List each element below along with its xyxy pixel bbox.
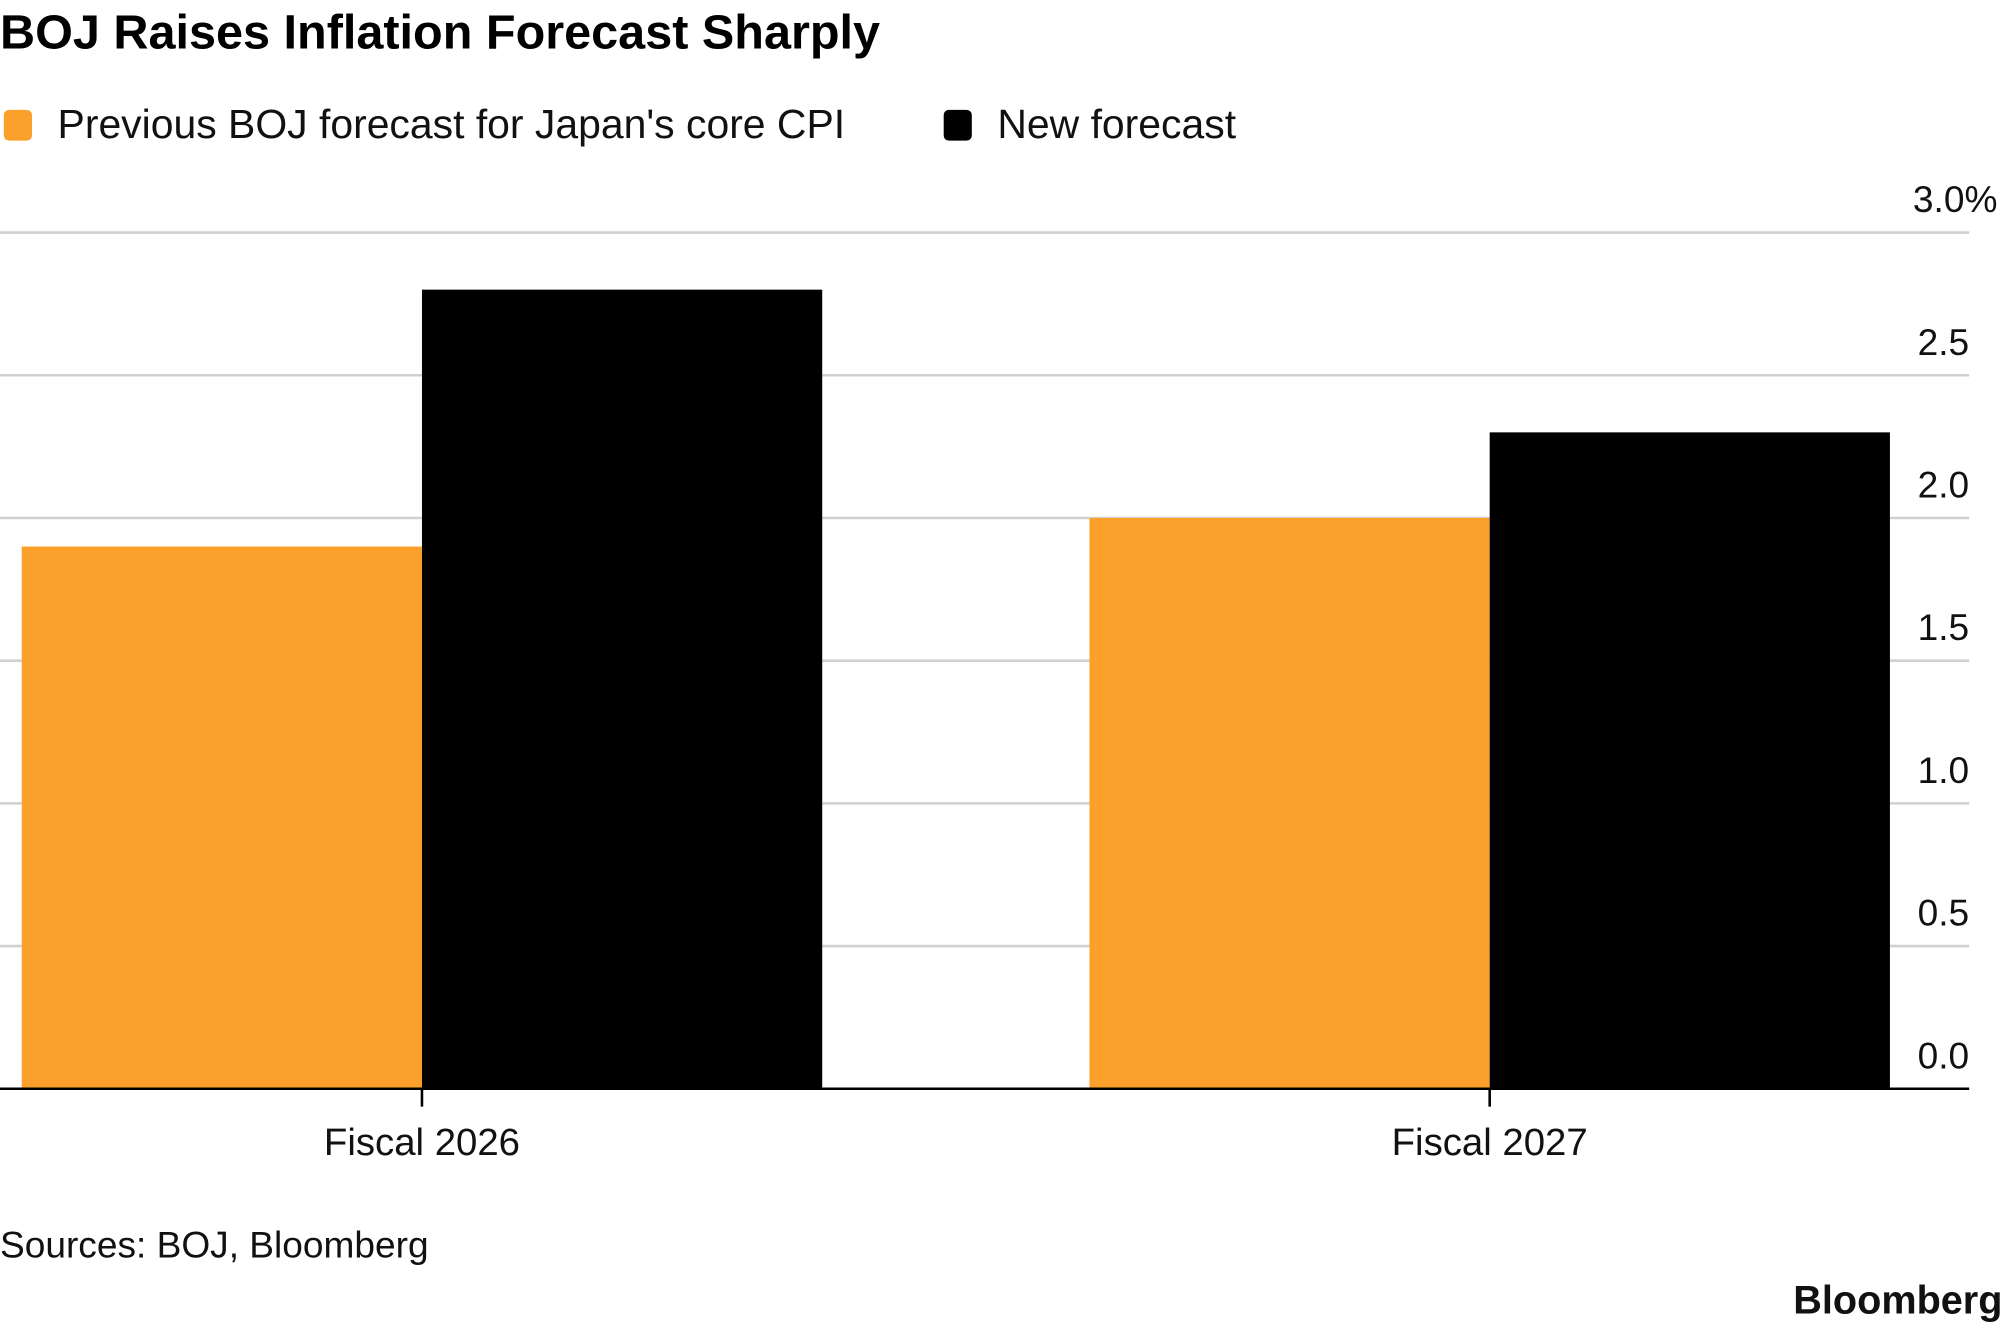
source-note: Sources: BOJ, Bloomberg [0,1223,429,1265]
bar-new-1 [1489,432,1890,1089]
x-tick-label: Fiscal 2027 [1392,1121,1588,1164]
legend-label-new: New forecast [997,101,1236,147]
legend-swatch-new [943,109,972,141]
y-tick-label: 1.5 [1918,606,1970,648]
y-tick-label: 1.0 [1918,749,1970,791]
bars [21,289,1890,1089]
y-tick-label: 2.5 [1918,321,1970,363]
bar-new-0 [421,289,823,1089]
legend-label-previous: Previous BOJ forecast for Japan's core C… [58,101,846,147]
legend: Previous BOJ forecast for Japan's core C… [3,101,1237,147]
x-axis: Fiscal 2026 Fiscal 2027 [324,1088,1588,1164]
bloomberg-logo: Bloomberg [1793,1279,2002,1323]
y-tick-label: 0.5 [1918,892,1970,934]
legend-swatch-previous [3,109,32,141]
chart-title: BOJ Raises Inflation Forecast Sharply [0,6,880,60]
y-tick-label: 2.0 [1918,464,1970,506]
x-tick-label: Fiscal 2026 [324,1121,520,1164]
bar-previous-0 [21,546,422,1089]
y-tick-label: 0.0 [1918,1034,1970,1076]
bar-previous-1 [1089,517,1490,1089]
y-tick-label: 3.0% [1913,178,1998,220]
